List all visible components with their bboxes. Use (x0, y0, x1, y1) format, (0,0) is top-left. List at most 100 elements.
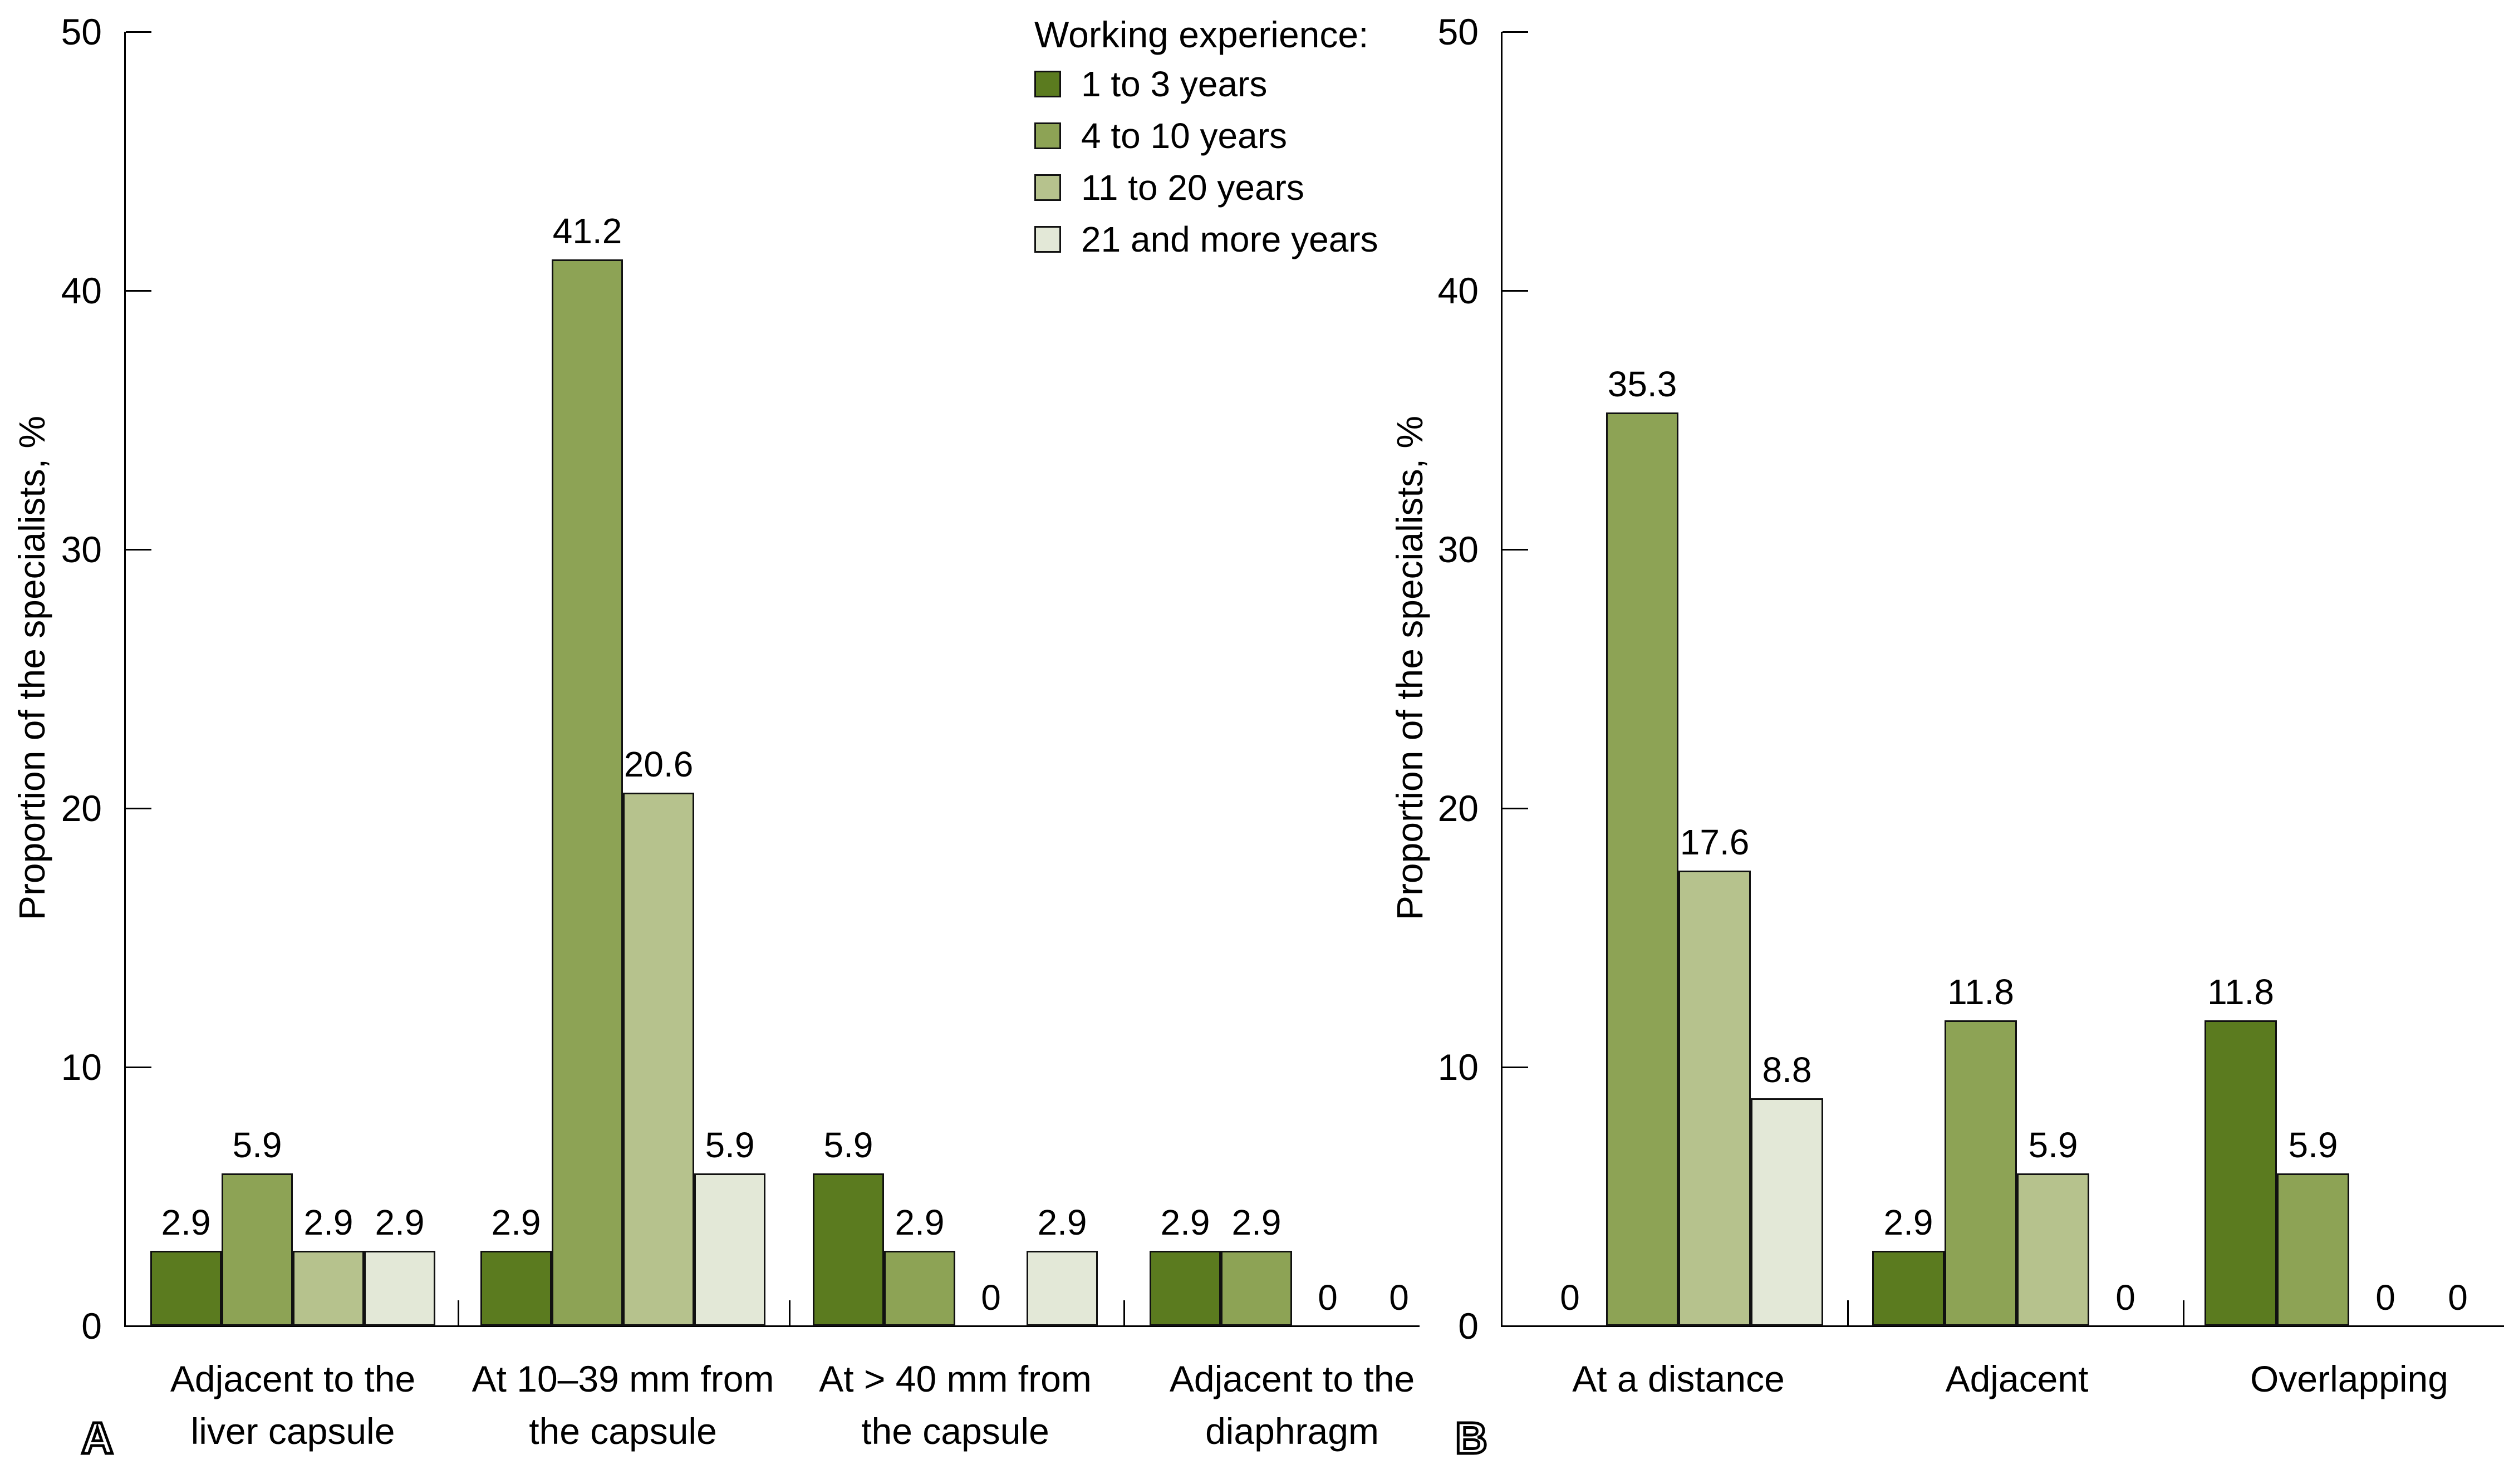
panel-a-bar-value-label: 2.9 (1231, 1202, 1282, 1242)
panel-a-y-tick (126, 549, 151, 551)
panel-b-y-tick (1503, 31, 1528, 33)
panel-b-bar-value-label: 35.3 (1607, 364, 1677, 404)
panel-a-bar-value-label: 2.9 (1160, 1202, 1210, 1242)
panel-b-bar-4-to-10-years (2277, 1173, 2349, 1326)
panel-a-y-tick (126, 1067, 151, 1068)
panel-b-x-category-label: Overlapping (2250, 1358, 2448, 1399)
panel-a-bar-4-to-10-years (222, 1173, 293, 1326)
panel-b-y-tick (1503, 1067, 1528, 1068)
panel-a-y-tick-label: 30 (61, 529, 102, 570)
panel-b-bar-4-to-10-years (1945, 1020, 2017, 1326)
panel-a-y-tick-label: 0 (81, 1305, 102, 1347)
panel-b-bar-value-label: 8.8 (1762, 1050, 1812, 1090)
panel-a-bar-11-to-20-years (623, 793, 694, 1326)
legend-swatch-icon (1034, 226, 1061, 253)
panel-b-bar-1-to-3-years (1872, 1251, 1945, 1326)
panel-a-bar-1-to-3-years (813, 1173, 884, 1326)
panel-a-x-axis-separator-tick (1123, 1300, 1125, 1326)
legend-item-2: 4 to 10 years (1034, 116, 1378, 155)
panel-b-y-tick-label: 20 (1437, 788, 1479, 829)
panel-a-y-tick-label: 50 (61, 11, 102, 52)
panel-b-bar-value-label: 17.6 (1680, 822, 1750, 862)
legend-swatch-icon (1034, 174, 1061, 201)
panel-a-bar-value-label: 5.9 (823, 1125, 873, 1165)
panel-a-y-axis-line (124, 32, 126, 1327)
legend-title: Working experience: (1034, 14, 1369, 55)
panel-b-bar-value-label: 11.8 (2207, 972, 2274, 1012)
panel-a-bar-1-to-3-years (480, 1251, 552, 1326)
legend-item-label: 1 to 3 years (1081, 64, 1268, 104)
panel-b-x-category-label: At a distance (1572, 1358, 1785, 1399)
legend-item-label: 21 and more years (1081, 219, 1378, 259)
legend-item-4: 21 and more years (1034, 220, 1378, 259)
panel-b-y-tick (1503, 808, 1528, 809)
panel-b-x-category-label: Adjacent (1945, 1358, 2089, 1399)
panel-b-bar-value-label: 0 (2448, 1277, 2468, 1318)
panel-a-bar-value-label: 2.9 (375, 1202, 425, 1242)
panel-a-letter: A (80, 1413, 115, 1463)
panel-b-bar-11-to-20-years (2017, 1173, 2089, 1326)
panel-a-y-axis-title: Proportion of the specialists, % (11, 415, 52, 921)
panel-a-bar-1-to-3-years (1150, 1251, 1221, 1326)
legend: Working experience: 1 to 3 years 4 to 10 … (1034, 12, 1378, 272)
panel-a-bar-value-label: 5.9 (232, 1125, 282, 1165)
panel-b-y-tick-label: 30 (1437, 529, 1479, 570)
panel-b-x-axis-line (1501, 1325, 2504, 1327)
panel-a-x-category-label: Adjacent to the diaphragm (1169, 1358, 1415, 1452)
panel-a-bar-value-label: 2.9 (303, 1202, 353, 1242)
panel-b-bar-21-and-more-years (1751, 1098, 1823, 1326)
panel-a-bar-4-to-10-years (884, 1251, 955, 1326)
legend-item-label: 4 to 10 years (1081, 116, 1287, 156)
legend-swatch-icon (1034, 71, 1061, 97)
panel-b-y-tick-label: 10 (1437, 1046, 1479, 1088)
panel-a-x-axis-separator-tick (458, 1300, 459, 1326)
panel-b-bar-value-label: 0 (1560, 1277, 1580, 1318)
panel-b-letter: B (1454, 1413, 1489, 1463)
panel-a-bar-value-label: 2.9 (895, 1202, 945, 1242)
panel-b-bar-11-to-20-years (1678, 871, 1751, 1326)
panel-a-bar-value-label: 41.2 (552, 211, 622, 251)
panel-b-y-axis-line (1501, 32, 1503, 1327)
legend-item-1: 1 to 3 years (1034, 65, 1378, 104)
panel-a-bar-4-to-10-years (552, 259, 623, 1326)
panel-b-bar-1-to-3-years (2204, 1020, 2277, 1326)
panel-a-bar-1-to-3-years (150, 1251, 222, 1326)
panel-a-bar-21-and-more-years (1027, 1251, 1098, 1326)
panel-b-bar-value-label: 2.9 (1883, 1202, 1933, 1242)
panel-a-x-category-label: At 10–39 mm from the capsule (472, 1358, 774, 1452)
panel-b-bar-value-label: 0 (2375, 1277, 2395, 1318)
panel-a-x-axis-line (124, 1325, 1420, 1327)
panel-a-bar-value-label: 5.9 (705, 1125, 755, 1165)
panel-b-bar-4-to-10-years (1606, 412, 1678, 1326)
panel-b-bar-value-label: 5.9 (2288, 1125, 2338, 1165)
panel-a-bar-4-to-10-years (1221, 1251, 1292, 1326)
panel-b-y-axis-title: Proportion of the specialists, % (1389, 415, 1430, 921)
panel-a-x-category-label: At > 40 mm from the capsule (819, 1358, 1092, 1452)
panel-a-bar-value-label: 2.9 (1037, 1202, 1087, 1242)
panel-a-bar-21-and-more-years (364, 1251, 435, 1326)
panel-b-x-axis-separator-tick (2183, 1300, 2184, 1326)
panel-a-y-tick-label: 40 (61, 270, 102, 311)
panel-a-bar-value-label: 2.9 (161, 1202, 211, 1242)
panel-a-x-axis-separator-tick (789, 1300, 791, 1326)
panel-b-bar-value-label: 0 (2115, 1277, 2135, 1318)
panel-a-bar-value-label: 0 (981, 1277, 1001, 1318)
panel-a-bar-value-label: 0 (1318, 1277, 1338, 1318)
panel-a-y-tick-label: 10 (61, 1046, 102, 1088)
panel-a-bar-value-label: 0 (1389, 1277, 1409, 1318)
panel-a-y-tick (126, 290, 151, 292)
panel-b-bar-value-label: 11.8 (1947, 972, 2014, 1012)
panel-b-y-tick (1503, 549, 1528, 551)
panel-b-x-axis-separator-tick (1847, 1300, 1849, 1326)
panel-b-bar-value-label: 5.9 (2028, 1125, 2078, 1165)
panel-a-y-tick (126, 808, 151, 809)
panel-b-y-tick-label: 50 (1437, 11, 1479, 52)
panel-b-y-tick-label: 40 (1437, 270, 1479, 311)
legend-item-label: 11 to 20 years (1081, 168, 1304, 208)
panel-a-bar-11-to-20-years (293, 1251, 364, 1326)
panel-b-y-tick (1503, 290, 1528, 292)
panel-a-bar-value-label: 20.6 (623, 744, 694, 784)
panel-b-y-tick-label: 0 (1458, 1305, 1479, 1347)
legend-item-3: 11 to 20 years (1034, 168, 1378, 207)
